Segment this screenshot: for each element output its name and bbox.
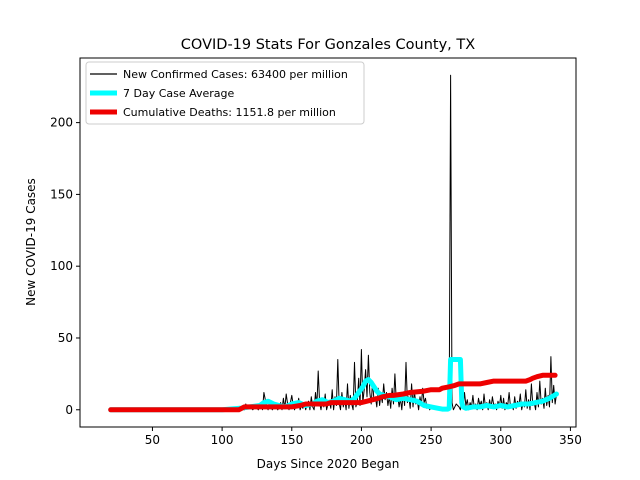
y-tick-label: 100 (50, 259, 73, 273)
y-tick-label: 50 (58, 331, 73, 345)
y-tick-label: 200 (50, 116, 73, 130)
chart-title: COVID-19 Stats For Gonzales County, TX (181, 37, 475, 53)
y-axis-label: New COVID-19 Cases (24, 178, 38, 306)
x-tick-label: 350 (559, 433, 582, 447)
legend: New Confirmed Cases: 63400 per million 7… (85, 61, 365, 125)
x-axis-label: Days Since 2020 Began (257, 457, 400, 471)
legend-label-7day-average: 7 Day Case Average (123, 87, 235, 100)
legend-label-cumulative-deaths: Cumulative Deaths: 1151.8 per million (123, 106, 336, 119)
legend-label-new-cases: New Confirmed Cases: 63400 per million (123, 68, 348, 81)
x-tick-label: 50 (145, 433, 160, 447)
x-tick-label: 100 (211, 433, 234, 447)
y-tick-label: 0 (65, 403, 73, 417)
y-axis: 0 50 100 150 200 (50, 116, 80, 417)
y-tick-label: 150 (50, 187, 73, 201)
plot-area (108, 74, 559, 413)
x-tick-label: 200 (350, 433, 373, 447)
x-tick-label: 300 (489, 433, 512, 447)
x-tick-label: 150 (280, 433, 303, 447)
x-tick-label: 250 (420, 433, 443, 447)
legend-box (85, 61, 365, 125)
series-cumulative-deaths (108, 372, 558, 413)
plot-frame (79, 57, 577, 428)
x-axis: 50 100 150 200 250 300 350 (145, 427, 582, 447)
